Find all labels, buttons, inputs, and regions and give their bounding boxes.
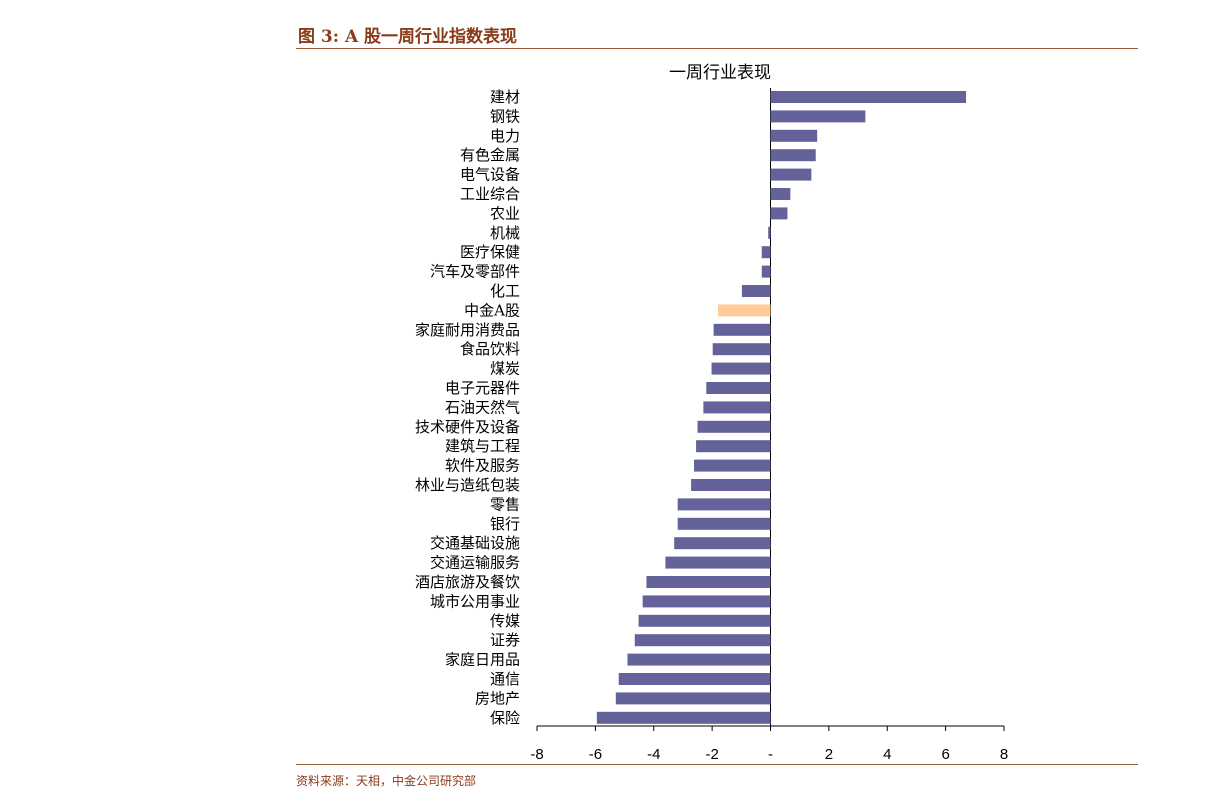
bar <box>677 517 771 530</box>
bar <box>615 692 771 705</box>
bar <box>770 188 791 200</box>
bar-highlight <box>717 304 771 317</box>
x-tick-label: -2 <box>705 746 718 763</box>
category-label: 中金A股 <box>464 301 520 319</box>
bar <box>627 653 771 666</box>
bar <box>770 149 816 162</box>
figure-footer: 资料来源：天相，中金公司研究部 <box>296 764 1138 788</box>
category-label: 医疗保健 <box>460 243 520 261</box>
bar <box>741 285 771 297</box>
category-label: 建材 <box>490 88 520 106</box>
category-label: 软件及服务 <box>445 457 520 475</box>
bar <box>703 401 771 414</box>
x-tick-label: - <box>768 746 773 763</box>
bar <box>618 673 771 685</box>
bar <box>694 459 771 472</box>
source-note: 资料来源：天相，中金公司研究部 <box>296 774 477 788</box>
bar <box>761 246 771 259</box>
x-tick-label: 4 <box>883 746 891 763</box>
bar <box>677 498 771 511</box>
category-label: 建筑与工程 <box>445 437 520 455</box>
bar <box>770 110 866 123</box>
x-tick-label: -4 <box>647 746 660 763</box>
x-tick-label: -8 <box>530 746 543 763</box>
category-label: 有色金属 <box>460 146 520 164</box>
chart-title: 一周行业表现 <box>669 63 771 83</box>
category-label: 石油天然气 <box>445 398 520 416</box>
category-label: 证券 <box>490 631 520 649</box>
category-label: 电气设备 <box>460 166 520 184</box>
bar <box>770 91 967 103</box>
bar <box>674 537 771 550</box>
bar <box>713 323 771 336</box>
category-label: 工业综合 <box>460 185 520 203</box>
bar <box>642 595 771 608</box>
bar <box>665 556 771 569</box>
bar <box>596 711 771 724</box>
category-label: 食品饮料 <box>460 340 520 358</box>
bar <box>634 634 771 647</box>
category-label: 汽车及零部件 <box>430 263 520 281</box>
category-label: 城市公用事业 <box>430 592 520 610</box>
category-label: 电子元器件 <box>445 379 520 397</box>
bar <box>691 479 771 491</box>
x-tick-label: 6 <box>941 746 949 763</box>
category-label: 电力 <box>490 127 520 145</box>
category-label: 机械 <box>490 224 520 242</box>
category-label: 农业 <box>490 204 520 222</box>
x-tick-label: -6 <box>589 746 602 763</box>
category-label: 林业与造纸包装 <box>415 476 520 494</box>
bar <box>761 265 771 278</box>
category-label: 煤炭 <box>490 360 520 378</box>
bar <box>638 614 771 627</box>
category-label: 保险 <box>490 709 520 727</box>
category-label: 零售 <box>490 495 520 513</box>
x-tick-label: 2 <box>825 746 833 763</box>
category-label: 交通基础设施 <box>430 534 520 552</box>
category-label: 交通运输服务 <box>430 554 520 572</box>
category-label: 家庭日用品 <box>445 651 520 669</box>
bar <box>697 420 771 433</box>
figure-header: 图 3: A 股一周行业指数表现 <box>296 22 1138 49</box>
category-label: 银行 <box>490 515 520 533</box>
category-label: 技术硬件及设备 <box>415 418 520 436</box>
figure-title: 图 3: A 股一周行业指数表现 <box>298 27 518 47</box>
bar <box>696 440 771 453</box>
bar <box>706 382 771 394</box>
category-label: 家庭耐用消费品 <box>415 321 520 339</box>
bar <box>770 129 818 142</box>
category-label: 钢铁 <box>490 107 520 125</box>
bar <box>768 226 771 239</box>
bar <box>770 207 788 220</box>
bar <box>646 576 771 588</box>
category-label: 酒店旅游及餐饮 <box>415 573 520 591</box>
x-tick-label: 8 <box>1000 746 1008 763</box>
bar <box>770 168 812 181</box>
bar <box>712 343 771 356</box>
category-label: 传媒 <box>490 612 520 630</box>
bar <box>711 362 771 375</box>
category-label: 化工 <box>490 282 520 300</box>
category-label: 通信 <box>490 670 520 688</box>
category-label: 房地产 <box>475 689 520 707</box>
